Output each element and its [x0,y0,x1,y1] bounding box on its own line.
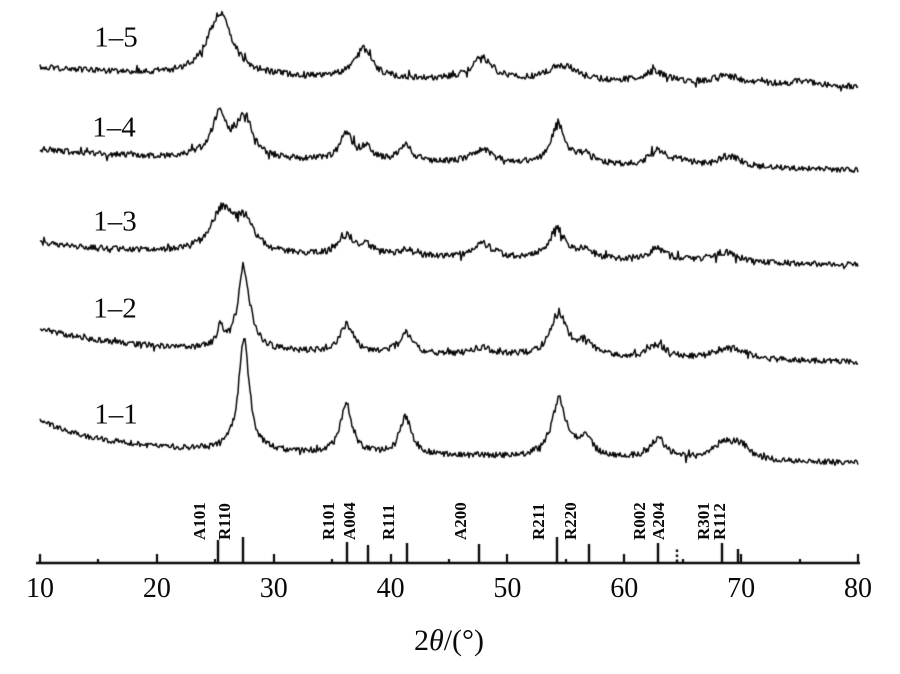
reference-peak-label: R111 [378,504,398,540]
x-axis-tick-label: 10 [26,573,54,604]
axis-title-suffix: /(°) [443,624,485,657]
reference-peak-label: A004 [340,502,360,540]
reference-peak-label: R110 [215,503,235,540]
x-axis-tick-label: 80 [844,573,872,604]
x-axis-tick-label: 30 [259,573,288,604]
reference-peak-label: A200 [451,502,471,540]
x-axis-tick-label: 60 [610,573,639,604]
x-axis-title: 2θ/(°) [414,624,484,658]
reference-peak-label: R220 [561,502,581,540]
x-axis-tick-label: 40 [376,573,405,604]
x-axis-tick-label: 20 [142,573,171,604]
axis-title-theta: θ [428,624,444,657]
series-label: 1–4 [92,111,136,144]
series-label: 1–1 [94,398,138,431]
reference-peak-label: R211 [528,503,548,540]
reference-peak-label: A204 [648,502,668,540]
reference-peak-label: A101 [189,502,209,540]
reference-peak-label: R112 [709,503,729,540]
reference-peak-label: R101 [319,502,339,540]
x-axis-tick-label: 70 [727,573,756,604]
axis-title-prefix: 2 [413,624,429,657]
x-axis-tick-label: 50 [493,573,522,604]
reference-peak-label: R002 [630,502,650,540]
series-label: 1–2 [93,292,137,325]
series-label: 1–5 [94,21,138,54]
series-label: 1–3 [93,205,137,238]
